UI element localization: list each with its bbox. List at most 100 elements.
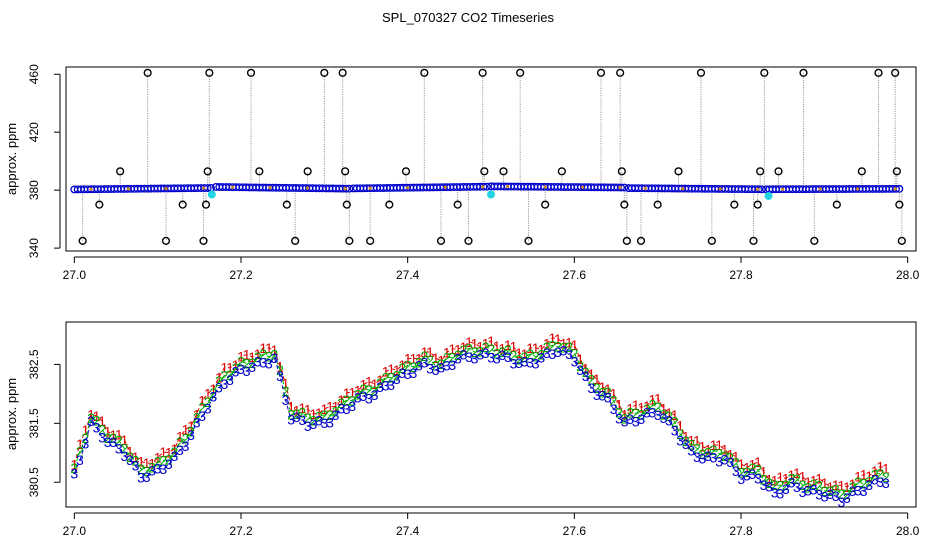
series-1-marker: 1 [498,340,506,356]
series-2-marker: 2 [93,412,101,428]
series-2-marker: 2 [526,346,534,362]
series-1-marker: 1 [682,429,690,445]
baseline-accent [481,185,485,189]
spike-point [620,200,629,209]
series-2-marker: 2 [582,364,590,380]
series-3-marker: 3 [799,484,807,500]
series-1-marker: 1 [626,400,634,416]
series-3-marker: 3 [226,372,234,388]
series-3-marker: 3 [660,410,668,426]
series-2-line [73,344,887,495]
series-3-marker: 3 [815,486,823,502]
top-plot-frame [65,66,917,252]
series-1-marker: 1 [126,444,134,460]
series-3-marker: 3 [259,355,267,371]
series-2-marker: 2 [821,483,829,499]
spike-point [338,68,347,77]
series-3-marker: 3 [265,355,273,371]
series-2-marker: 2 [615,405,623,421]
series-1-marker: 1 [187,418,195,434]
series-2-marker: 2 [287,406,295,422]
series-2-marker: 2 [660,406,668,422]
spike-point [760,68,769,77]
series-3-marker: 3 [354,390,362,406]
series-3-marker: 3 [715,454,723,470]
spike-point [341,167,350,176]
series-3-marker: 3 [504,349,512,365]
series-3-marker: 3 [170,448,178,464]
baseline-accent [406,186,410,190]
series-1-marker: 1 [704,441,712,457]
series-1-marker: 1 [154,450,162,466]
series-1-marker: 1 [882,460,890,476]
series-3-marker: 3 [115,441,123,457]
series-1-marker: 1 [276,359,284,375]
series-3-marker: 3 [237,361,245,377]
series-3-marker: 3 [548,346,556,362]
spike-point [478,68,487,77]
series-1-marker: 1 [782,470,790,486]
series-2-marker: 2 [626,405,634,421]
series-2-marker: 2 [704,445,712,461]
series-3-marker: 3 [626,411,634,427]
series-2-marker: 2 [87,410,95,426]
spike-point [246,68,256,77]
series-3-marker: 3 [526,354,534,370]
series-3-marker: 3 [498,347,506,363]
series-2-marker: 2 [804,479,812,495]
spike-point [199,236,208,245]
series-3-marker: 3 [754,470,762,486]
series-2-marker: 2 [760,472,768,488]
series-3-marker: 3 [148,463,156,479]
baseline-accent [543,185,547,189]
series-2-marker: 2 [671,414,679,430]
series-1-marker: 1 [176,429,184,445]
series-2-marker: 2 [843,486,851,502]
series-3-marker: 3 [460,347,468,363]
series-2-marker: 2 [165,452,173,468]
series-1-marker: 1 [660,401,668,417]
series-2-marker: 2 [765,475,773,491]
series-1-marker: 1 [315,405,323,421]
series-3-marker: 3 [860,483,868,499]
bottom-x-tick-label: 27.4 [396,524,420,538]
series-1-marker: 1 [515,345,523,361]
series-3-marker: 3 [343,401,351,417]
series-3-marker: 3 [632,414,640,430]
series-1-marker: 1 [293,402,301,418]
series-3-marker: 3 [326,414,334,430]
series-3-marker: 3 [432,362,440,378]
series-3-marker: 3 [493,351,501,367]
series-2-marker: 2 [404,357,412,373]
series-1-marker: 1 [337,392,345,408]
series-1-line [73,337,886,488]
series-2-marker: 2 [787,470,795,486]
baseline-accent [506,184,510,189]
baseline-accent [681,186,685,191]
series-3-marker: 3 [704,448,712,464]
series-3-marker: 3 [382,377,390,393]
spike-point [420,68,429,77]
series-3-marker: 3 [176,442,184,458]
series-2-marker: 2 [865,473,873,489]
series-1-marker: 1 [398,357,406,373]
spike-point [205,68,214,77]
series-2-marker: 2 [737,465,745,481]
series-2-marker: 2 [276,362,284,378]
series-3-marker: 3 [76,452,84,468]
series-2-marker: 2 [359,381,367,397]
spike-point [516,68,525,77]
series-2-marker: 2 [82,430,90,446]
series-2-marker: 2 [304,410,312,426]
series-2-marker: 2 [687,436,695,452]
spike-point [897,236,906,245]
baseline-accent [201,186,206,190]
series-2-marker: 2 [860,475,868,491]
spike-point [557,167,566,176]
series-1-marker: 1 [487,333,495,349]
series-1-marker: 1 [726,446,734,462]
top-axes: 27.0 27.2 27.4 27.6 27.8 28.0 340 380 420 460 [27,64,920,282]
series-2-marker: 2 [159,452,167,468]
spike-point [707,236,716,245]
baseline-accent [643,186,647,190]
